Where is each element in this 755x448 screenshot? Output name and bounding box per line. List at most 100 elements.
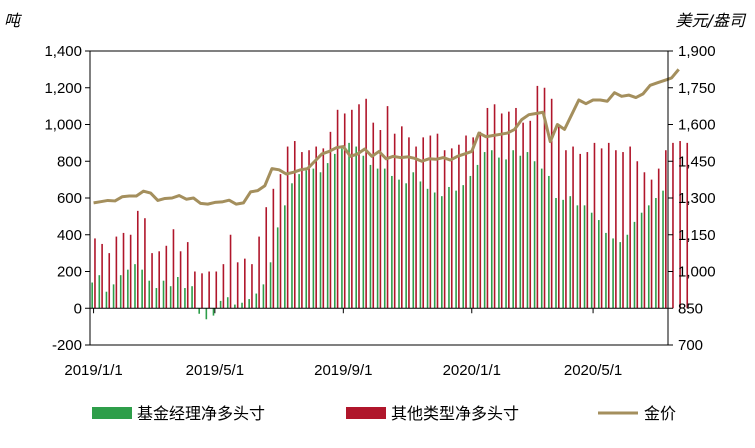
bar-fund-30 — [305, 170, 308, 309]
bar-fund-19 — [226, 297, 229, 309]
axes-layer — [89, 50, 669, 346]
bar-other-11 — [172, 229, 175, 309]
bar-other-8 — [151, 253, 153, 309]
bar-fund-74 — [619, 242, 622, 309]
bar-other-82 — [679, 141, 681, 309]
tick-labels-layer: -200 0 200 400 600 800 1,000 1,200 1,400 700 850 1,… — [44, 43, 715, 379]
bar-other-39 — [372, 122, 375, 309]
bar-other-53 — [472, 137, 474, 309]
bar-other-59 — [515, 107, 517, 309]
bar-other-2 — [108, 253, 111, 309]
right-tick-label-3: 1,150 — [678, 227, 716, 244]
left-unit-label: 吨 — [4, 11, 23, 30]
bar-other-36 — [351, 109, 353, 309]
bar-other-78 — [650, 179, 653, 309]
bar-other-80 — [665, 150, 667, 309]
bar-fund-20 — [234, 304, 236, 309]
left-tick-label-2: 200 — [57, 264, 82, 281]
bar-fund-49 — [441, 196, 443, 309]
bar-other-67 — [572, 146, 574, 309]
x-tick-label-3: 2020/1/1 — [443, 362, 501, 379]
bar-other-79 — [657, 168, 660, 309]
legend-label-fund-managers: 基金经理净多头寸 — [137, 404, 265, 423]
bar-fund-36 — [348, 142, 350, 309]
bar-other-42 — [393, 133, 396, 309]
bar-other-46 — [422, 137, 425, 309]
right-tick-label-6: 1,600 — [678, 117, 716, 134]
bar-fund-50 — [448, 186, 450, 309]
bar-other-66 — [565, 150, 567, 309]
bar-fund-3 — [112, 284, 115, 309]
bar-fund-10 — [162, 280, 165, 309]
bar-other-63 — [543, 87, 546, 309]
x-tick-label-1: 2019/5/1 — [186, 362, 244, 379]
bar-other-18 — [222, 264, 225, 309]
bar-other-35 — [343, 113, 346, 309]
bar-other-20 — [236, 262, 239, 309]
bar-other-70 — [593, 142, 596, 309]
bar-other-71 — [600, 148, 603, 309]
bar-fund-65 — [555, 198, 557, 309]
bar-fund-35 — [341, 148, 343, 309]
bar-fund-46 — [419, 181, 422, 309]
bar-fund-58 — [505, 159, 507, 309]
bar-fund-16 — [205, 308, 208, 320]
legend-swatch-fund-managers — [92, 407, 132, 419]
bar-other-26 — [279, 174, 282, 309]
left-tick-label-0: -200 — [52, 337, 82, 354]
bar-fund-42 — [391, 175, 393, 309]
bar-fund-5 — [127, 269, 129, 309]
bar-fund-69 — [583, 205, 586, 309]
bar-other-83 — [686, 142, 689, 309]
bar-fund-61 — [526, 152, 529, 309]
legend: 基金经理净多头寸 其他类型净多头寸 金价 — [92, 404, 676, 423]
bar-fund-40 — [376, 168, 379, 309]
bar-fund-39 — [369, 164, 372, 309]
bar-other-60 — [522, 122, 524, 309]
bar-fund-79 — [655, 198, 657, 309]
bar-fund-25 — [269, 262, 272, 309]
bar-other-52 — [465, 135, 467, 309]
bar-other-32 — [322, 148, 325, 309]
bar-other-5 — [129, 234, 132, 309]
bar-fund-17 — [212, 308, 215, 316]
bar-fund-70 — [590, 212, 593, 309]
bar-other-0 — [94, 238, 96, 309]
bar-fund-22 — [248, 299, 250, 309]
bar-fund-37 — [355, 146, 357, 309]
bar-fund-11 — [169, 286, 172, 309]
bar-fund-59 — [512, 150, 514, 309]
bar-fund-33 — [326, 163, 329, 309]
bar-other-51 — [458, 144, 460, 309]
bar-other-27 — [286, 146, 289, 309]
bar-other-65 — [557, 124, 560, 309]
bar-other-12 — [179, 251, 182, 309]
bar-fund-2 — [105, 291, 108, 309]
bar-fund-8 — [148, 280, 151, 309]
bar-other-74 — [622, 152, 624, 309]
bar-fund-15 — [198, 308, 201, 314]
bar-fund-75 — [626, 234, 629, 309]
bar-other-44 — [408, 137, 410, 309]
bar-fund-34 — [333, 153, 336, 309]
bar-fund-4 — [119, 275, 122, 309]
bar-fund-7 — [141, 269, 143, 309]
left-tick-label-7: 1,200 — [44, 80, 82, 97]
bar-other-41 — [386, 106, 389, 309]
bar-fund-27 — [284, 205, 286, 309]
bar-fund-0 — [91, 282, 93, 309]
bar-other-4 — [122, 232, 125, 309]
bar-fund-31 — [312, 168, 315, 309]
bar-other-55 — [486, 107, 489, 309]
bar-fund-1 — [98, 275, 101, 309]
bar-other-49 — [443, 150, 446, 309]
bar-fund-43 — [398, 179, 400, 309]
bar-other-54 — [479, 131, 482, 309]
bar-other-29 — [301, 152, 303, 309]
bar-fund-56 — [490, 150, 493, 309]
bar-other-31 — [315, 146, 317, 309]
bar-fund-14 — [191, 286, 193, 309]
bar-fund-63 — [540, 168, 543, 309]
bar-fund-23 — [255, 293, 258, 309]
left-tick-label-4: 600 — [57, 190, 82, 207]
